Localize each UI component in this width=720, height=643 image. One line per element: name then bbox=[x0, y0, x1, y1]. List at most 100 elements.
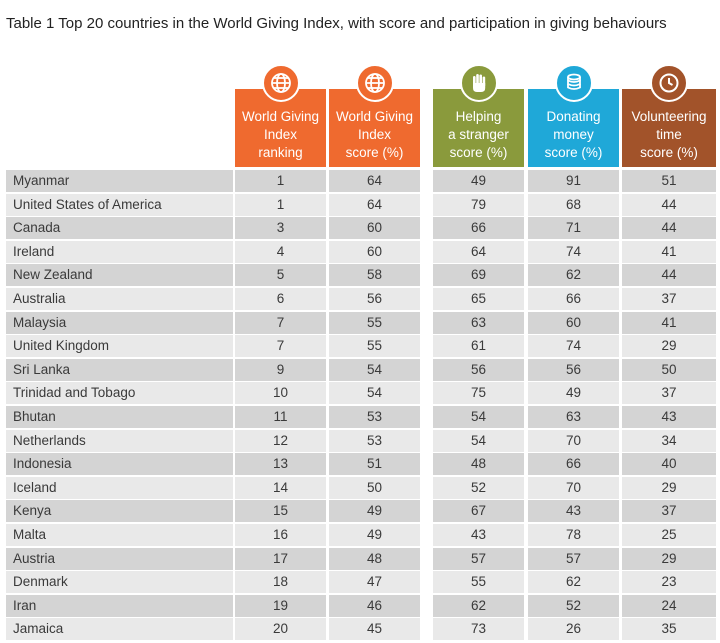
wgi-cell: 60 bbox=[329, 217, 420, 240]
volunteering-cell: 51 bbox=[622, 170, 716, 192]
country-cell: Australia bbox=[6, 288, 233, 310]
volunteering-cell: 44 bbox=[622, 264, 716, 287]
header-label: Helping a stranger score (%) bbox=[448, 109, 509, 160]
header-donating-money: Donating money score (%) bbox=[528, 89, 619, 167]
helping-cell: 61 bbox=[433, 335, 524, 358]
donating-cell: 74 bbox=[528, 240, 619, 263]
ranking-cell: 6 bbox=[235, 288, 326, 310]
donating-cell: 56 bbox=[528, 358, 619, 381]
table-row: Sri Lanka 9 54 56 56 50 bbox=[6, 358, 716, 381]
donating-cell: 70 bbox=[528, 476, 619, 499]
ranking-cell: 17 bbox=[235, 547, 326, 570]
donating-cell: 91 bbox=[528, 170, 619, 192]
country-cell: Malaysia bbox=[6, 311, 233, 334]
ranking-cell: 7 bbox=[235, 335, 326, 358]
helping-cell: 79 bbox=[433, 193, 524, 216]
ranking-cell: 5 bbox=[235, 264, 326, 287]
globe-icon bbox=[356, 64, 394, 102]
helping-cell: 55 bbox=[433, 571, 524, 594]
helping-cell: 67 bbox=[433, 500, 524, 523]
country-cell: Ireland bbox=[6, 240, 233, 263]
donating-cell: 43 bbox=[528, 500, 619, 523]
helping-cell: 62 bbox=[433, 594, 524, 617]
helping-cell: 52 bbox=[433, 476, 524, 499]
table-row: Indonesia 13 51 48 66 40 bbox=[6, 453, 716, 476]
helping-cell: 69 bbox=[433, 264, 524, 287]
table-row: Jamaica 20 45 73 26 35 bbox=[6, 618, 716, 641]
header-label: Donating money score (%) bbox=[544, 109, 603, 160]
country-cell: Iran bbox=[6, 594, 233, 617]
country-cell: Malta bbox=[6, 524, 233, 546]
table-row: Australia 6 56 65 66 37 bbox=[6, 288, 716, 310]
volunteering-cell: 37 bbox=[622, 500, 716, 523]
wgi-cell: 55 bbox=[329, 335, 420, 358]
wgi-cell: 49 bbox=[329, 524, 420, 546]
table-row: Iran 19 46 62 52 24 bbox=[6, 594, 716, 617]
donating-cell: 52 bbox=[528, 594, 619, 617]
wgi-cell: 48 bbox=[329, 547, 420, 570]
ranking-cell: 4 bbox=[235, 240, 326, 263]
volunteering-cell: 25 bbox=[622, 524, 716, 546]
table-row: Ireland 4 60 64 74 41 bbox=[6, 240, 716, 263]
volunteering-cell: 29 bbox=[622, 335, 716, 358]
table-row: Denmark 18 47 55 62 23 bbox=[6, 571, 716, 594]
ranking-cell: 11 bbox=[235, 406, 326, 428]
wgi-cell: 53 bbox=[329, 406, 420, 428]
coins-icon bbox=[555, 64, 593, 102]
helping-cell: 64 bbox=[433, 240, 524, 263]
wgi-cell: 53 bbox=[329, 429, 420, 452]
country-cell: Iceland bbox=[6, 476, 233, 499]
donating-cell: 49 bbox=[528, 382, 619, 405]
helping-cell: 54 bbox=[433, 429, 524, 452]
donating-cell: 74 bbox=[528, 335, 619, 358]
volunteering-cell: 35 bbox=[622, 618, 716, 641]
volunteering-cell: 43 bbox=[622, 406, 716, 428]
donating-cell: 26 bbox=[528, 618, 619, 641]
header-wgi-ranking: World Giving Index ranking bbox=[235, 89, 326, 167]
ranking-cell: 19 bbox=[235, 594, 326, 617]
header-helping-stranger: Helping a stranger score (%) bbox=[433, 89, 524, 167]
donating-cell: 62 bbox=[528, 264, 619, 287]
volunteering-cell: 29 bbox=[622, 547, 716, 570]
helping-cell: 63 bbox=[433, 311, 524, 334]
ranking-cell: 7 bbox=[235, 311, 326, 334]
wgi-cell: 54 bbox=[329, 358, 420, 381]
table-row: Iceland 14 50 52 70 29 bbox=[6, 476, 716, 499]
table-row: Trinidad and Tobago 10 54 75 49 37 bbox=[6, 382, 716, 405]
wgi-cell: 51 bbox=[329, 453, 420, 476]
country-cell: Jamaica bbox=[6, 618, 233, 641]
hand-icon bbox=[460, 64, 498, 102]
country-cell: Kenya bbox=[6, 500, 233, 523]
header-label: World Giving Index score (%) bbox=[335, 109, 414, 160]
country-cell: Austria bbox=[6, 547, 233, 570]
donating-cell: 78 bbox=[528, 524, 619, 546]
donating-cell: 60 bbox=[528, 311, 619, 334]
volunteering-cell: 41 bbox=[622, 311, 716, 334]
table-row: New Zealand 5 58 69 62 44 bbox=[6, 264, 716, 287]
volunteering-cell: 41 bbox=[622, 240, 716, 263]
header-label: World Giving Index ranking bbox=[241, 109, 320, 160]
donating-cell: 62 bbox=[528, 571, 619, 594]
ranking-cell: 3 bbox=[235, 217, 326, 240]
country-cell: Trinidad and Tobago bbox=[6, 382, 233, 405]
country-cell: New Zealand bbox=[6, 264, 233, 287]
ranking-cell: 14 bbox=[235, 476, 326, 499]
donating-cell: 66 bbox=[528, 288, 619, 310]
header-volunteering-time: Volunteering time score (%) bbox=[622, 89, 716, 167]
table-row: United Kingdom 7 55 61 74 29 bbox=[6, 335, 716, 358]
volunteering-cell: 44 bbox=[622, 193, 716, 216]
country-cell: Myanmar bbox=[6, 170, 233, 192]
helping-cell: 66 bbox=[433, 217, 524, 240]
volunteering-cell: 40 bbox=[622, 453, 716, 476]
helping-cell: 57 bbox=[433, 547, 524, 570]
helping-cell: 49 bbox=[433, 170, 524, 192]
country-cell: Bhutan bbox=[6, 406, 233, 428]
helping-cell: 73 bbox=[433, 618, 524, 641]
table-row: Myanmar 1 64 49 91 51 bbox=[6, 170, 716, 192]
helping-cell: 43 bbox=[433, 524, 524, 546]
wgi-cell: 56 bbox=[329, 288, 420, 310]
wgi-cell: 54 bbox=[329, 382, 420, 405]
wgi-cell: 64 bbox=[329, 193, 420, 216]
helping-cell: 65 bbox=[433, 288, 524, 310]
helping-cell: 54 bbox=[433, 406, 524, 428]
